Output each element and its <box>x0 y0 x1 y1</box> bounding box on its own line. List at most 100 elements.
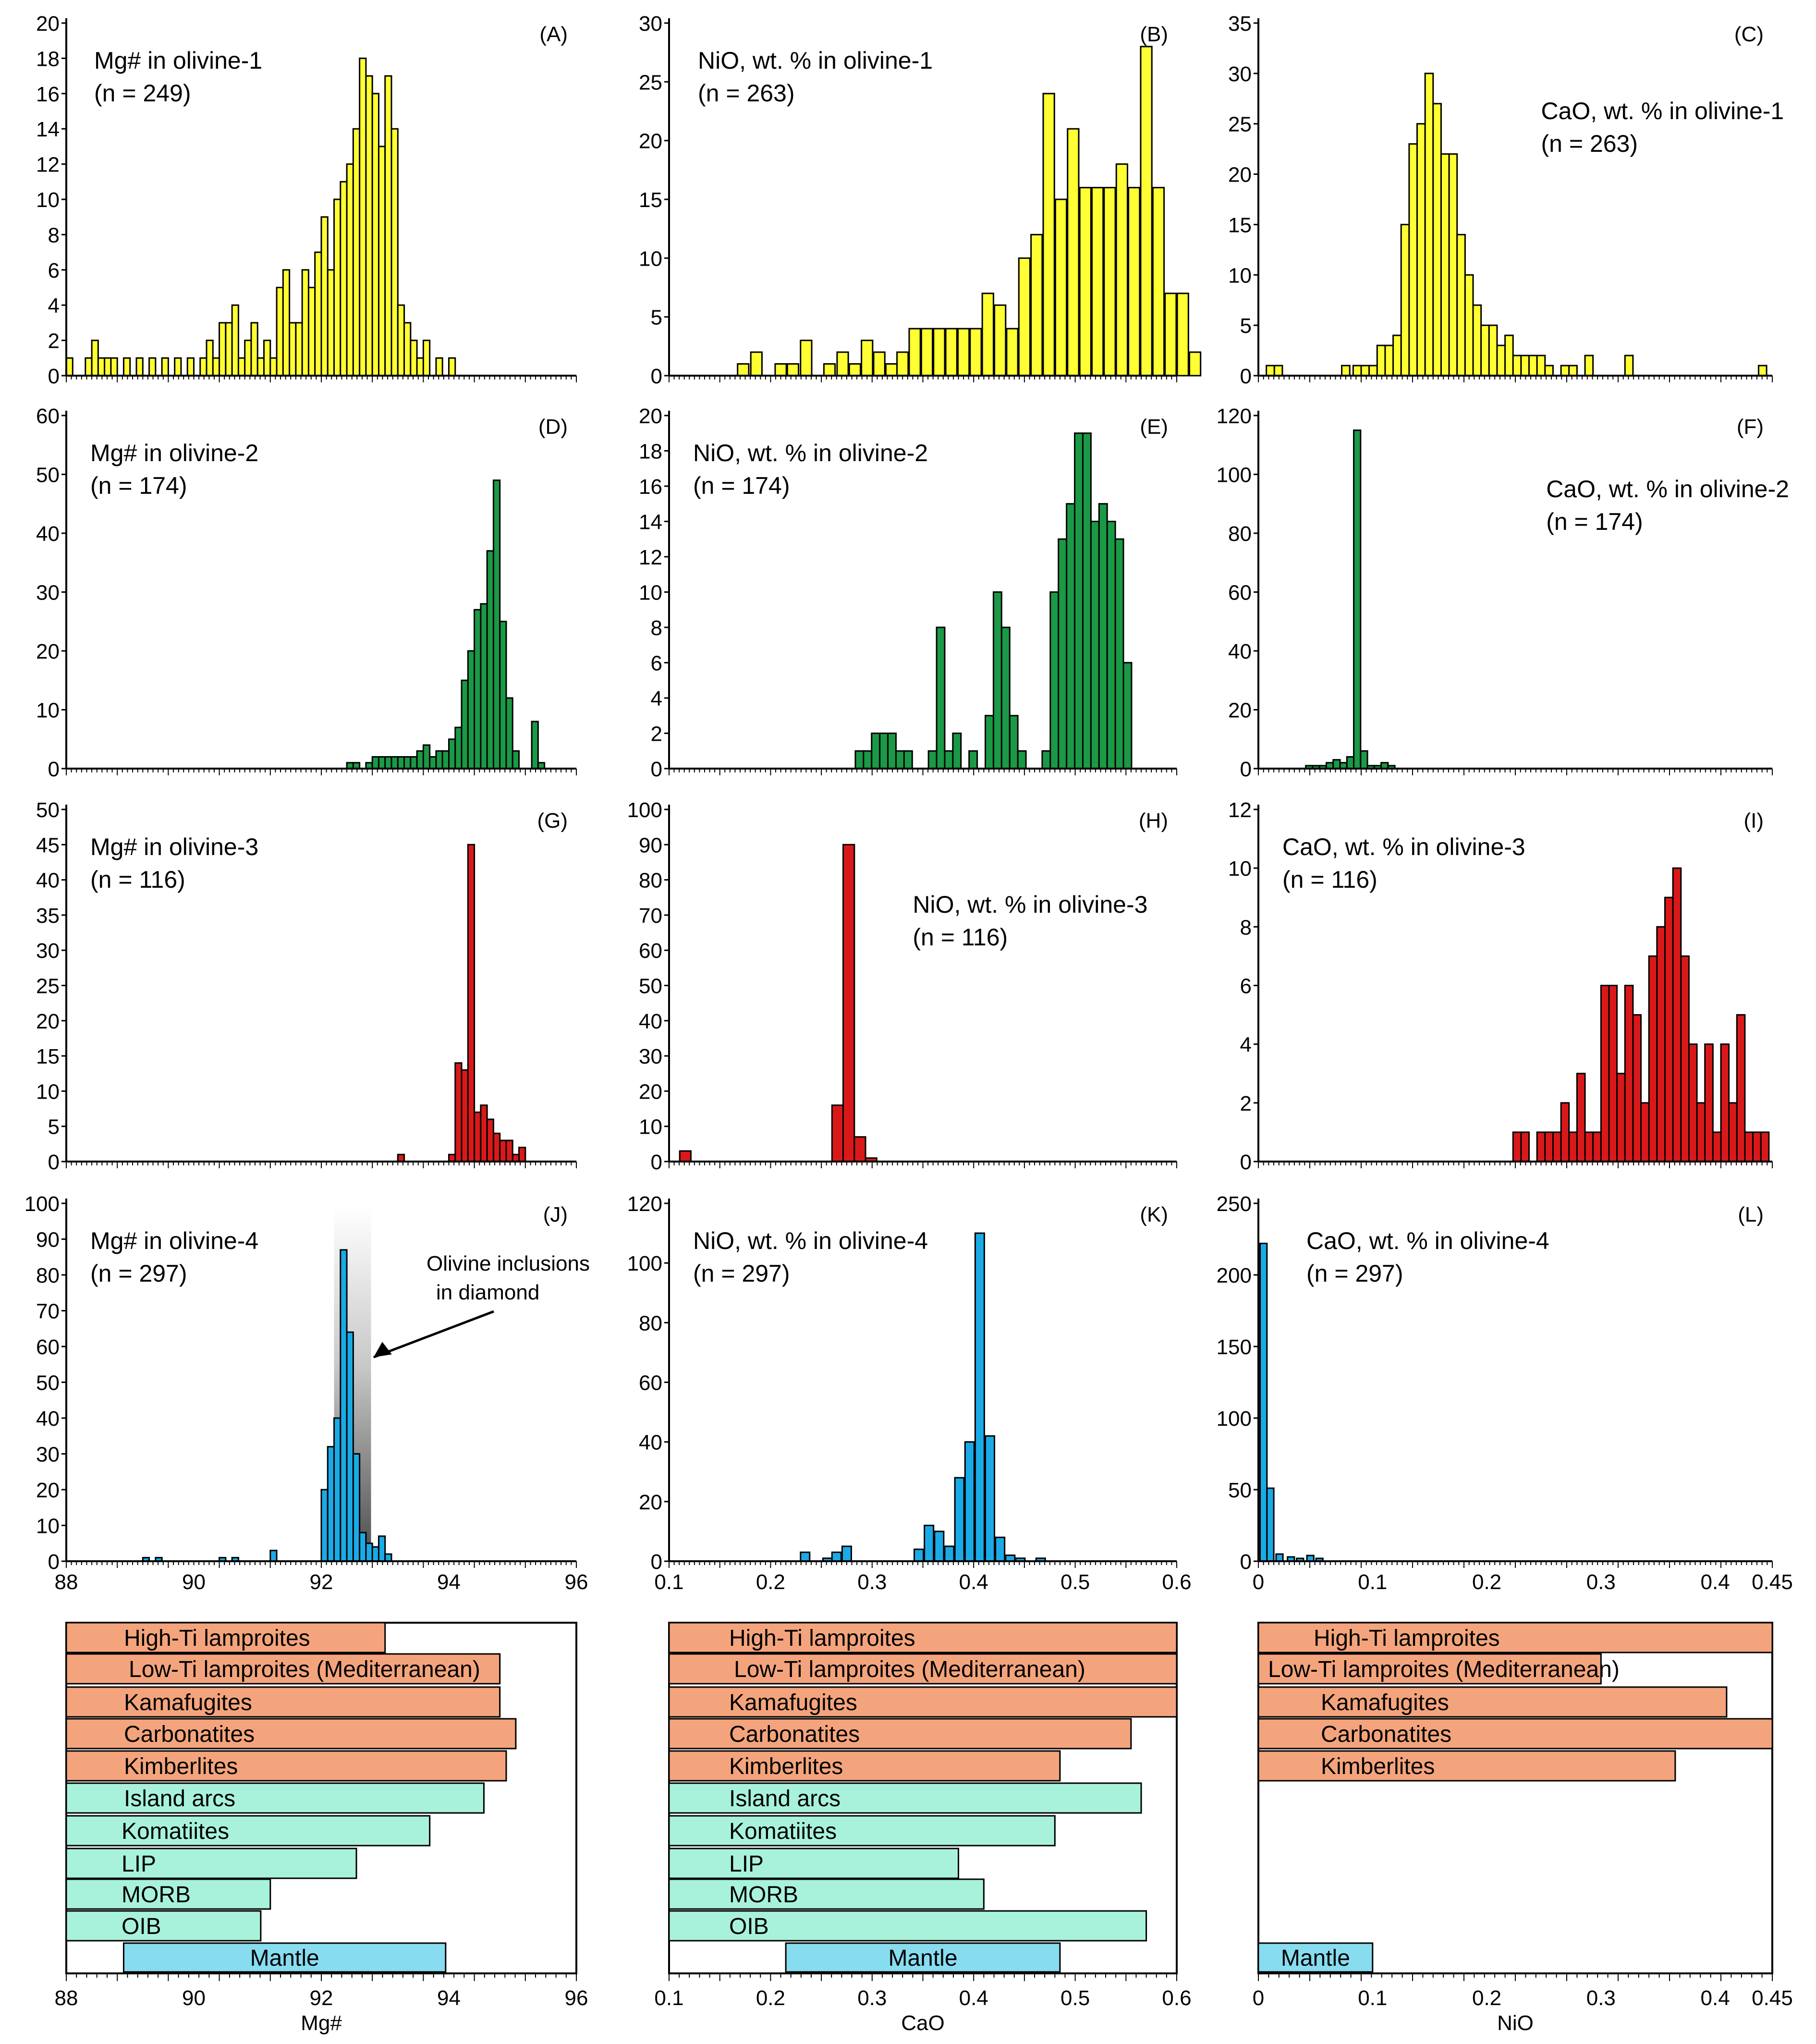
histogram-bar <box>340 1249 348 1562</box>
y-tick-label: 90 <box>36 1228 60 1252</box>
sample-count: (n = 297) <box>693 1260 790 1287</box>
histogram-bar <box>1752 1131 1762 1163</box>
y-tick-label: 8 <box>651 616 662 640</box>
histogram-bar <box>1504 334 1514 377</box>
y-tick-label: 8 <box>1240 916 1252 939</box>
histogram-bar <box>1600 985 1610 1163</box>
histogram-bar <box>320 216 329 377</box>
range-bar <box>1257 1750 1676 1782</box>
histogram-bar <box>841 1545 852 1562</box>
y-tick-label: 30 <box>639 1045 662 1068</box>
histogram-bar <box>1560 1102 1570 1163</box>
x-tick-label: 0.5 <box>1060 1570 1090 1594</box>
y-tick-label: 20 <box>639 404 662 428</box>
sample-count: (n = 174) <box>1546 508 1643 535</box>
histogram-bar <box>1512 355 1522 377</box>
histogram-panel-i: 0 2 4 6 8 10 12 CaO, wt. % in olivine-3 (n = 116… <box>1228 798 1773 1174</box>
y-tick-label: 90 <box>639 833 662 857</box>
y-tick-label: 20 <box>1228 163 1252 187</box>
histogram-bar <box>873 351 886 377</box>
histogram-bar <box>1090 521 1100 770</box>
panel-letter: (F) <box>1737 415 1764 439</box>
histogram-bar <box>333 1417 341 1562</box>
range-bar-label: Low-Ti lamproites (Mediterranean) <box>129 1657 480 1682</box>
x-tick-label: 0.3 <box>1586 1570 1616 1594</box>
range-bar <box>668 1686 1178 1718</box>
histogram-bar <box>110 357 118 377</box>
histogram-bar <box>1760 1131 1770 1163</box>
histogram-bar <box>1720 1043 1730 1163</box>
range-bar-label: Island arcs <box>729 1786 841 1811</box>
histogram-bar <box>1488 324 1498 377</box>
histogram-bar <box>359 57 367 377</box>
sample-count: (n = 297) <box>90 1260 187 1287</box>
histogram-bar <box>231 304 239 377</box>
histogram-bar <box>512 750 520 770</box>
y-tick-label: 20 <box>639 130 662 153</box>
sample-count: (n = 174) <box>693 472 790 499</box>
range-bar-label: High-Ti lamproites <box>124 1626 310 1651</box>
histogram-panel-g: 0 5 10 15 20 25 30 35 40 45 50 Mg# in olivine-3 (n =… <box>36 798 577 1174</box>
histogram-bar <box>1584 355 1594 377</box>
histogram-bar <box>1584 1131 1594 1163</box>
histogram-bar <box>1067 128 1080 377</box>
x-tick-label: 90 <box>182 1570 206 1594</box>
y-tick-label: 50 <box>36 798 60 822</box>
histogram-bar <box>1576 1073 1586 1163</box>
panel-letter: (D) <box>538 415 568 439</box>
range-bar <box>1257 1686 1728 1718</box>
histogram-bar <box>952 733 962 770</box>
histogram-bar <box>474 1111 482 1163</box>
histogram-bar <box>903 750 913 770</box>
histogram-bar <box>122 357 131 377</box>
range-panel-mgranges: High-Ti lamproites Low-Ti lamproites (Med… <box>55 1622 588 2035</box>
histogram-bar <box>914 1548 925 1562</box>
sample-count: (n = 174) <box>90 472 187 499</box>
sample-count: (n = 116) <box>90 866 185 893</box>
y-tick-label: 2 <box>48 330 60 353</box>
histogram-bar <box>512 1153 520 1163</box>
histogram-bar <box>1448 153 1458 377</box>
histogram-bar <box>1536 355 1546 377</box>
range-x-tick-label: 0.3 <box>1586 1986 1616 2010</box>
y-tick-label: 14 <box>36 118 60 141</box>
histogram-bar <box>1568 365 1578 377</box>
histogram-bar <box>968 750 978 770</box>
panel-title: CaO, wt. % in olivine-3 <box>1282 833 1525 860</box>
range-x-tick-label: 0.2 <box>1472 1986 1501 2010</box>
histogram-bar <box>397 756 405 770</box>
panel-letter: (J) <box>543 1203 568 1226</box>
y-tick-label: 0 <box>1240 1550 1252 1574</box>
histogram-bar <box>410 340 418 377</box>
histogram-bar <box>346 163 354 377</box>
histogram-bar <box>954 1477 965 1562</box>
range-bar-label: Kimberlites <box>1321 1754 1435 1779</box>
histogram-bar <box>879 733 889 770</box>
histogram-bar <box>435 750 443 770</box>
x-tick-label: 96 <box>565 1570 588 1594</box>
histogram-panel-e: 0 2 4 6 8 10 12 14 16 18 20 NiO, wt. % in olivine-2… <box>639 404 1177 781</box>
histogram-bar <box>1624 985 1634 1163</box>
histogram-bar <box>985 1435 996 1562</box>
histogram-bar <box>1560 365 1570 377</box>
range-bar <box>65 1686 501 1718</box>
histogram-bar <box>1552 1131 1562 1163</box>
x-tick-label: 0 <box>1253 1570 1264 1594</box>
histogram-bar <box>1464 274 1474 377</box>
histogram-bar <box>454 1062 463 1163</box>
y-tick-label: 100 <box>627 798 662 822</box>
y-tick-label: 30 <box>36 581 60 605</box>
y-tick-label: 20 <box>639 1080 662 1103</box>
histogram-bar <box>831 1551 842 1562</box>
histogram-bar <box>1648 955 1658 1163</box>
y-tick-label: 250 <box>1217 1192 1252 1216</box>
range-x-tick-label: 0.4 <box>959 1986 988 2010</box>
histogram-bar <box>1496 344 1506 377</box>
panel-letter: (H) <box>1139 809 1168 832</box>
panel-letter: (A) <box>539 23 568 46</box>
histogram-bar <box>486 550 494 770</box>
range-bar-label: Kimberlites <box>729 1754 843 1779</box>
histogram-bar <box>1592 1131 1602 1163</box>
histogram-bar <box>1640 1102 1650 1163</box>
histogram-panel-k: 0 20 40 60 80 100 120 0.1 0.2 0.3 0.4 0.5 0.6 NiO, wt… <box>627 1192 1192 1594</box>
